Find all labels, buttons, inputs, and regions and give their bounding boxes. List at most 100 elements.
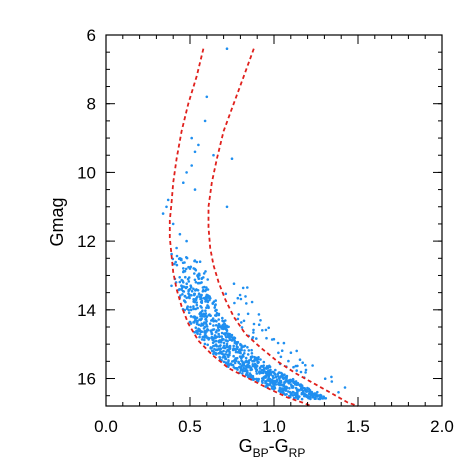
star-point bbox=[234, 357, 237, 360]
star-point bbox=[267, 369, 270, 373]
star-point bbox=[260, 371, 263, 375]
star-point bbox=[250, 352, 254, 355]
star-point bbox=[178, 232, 182, 236]
star-point bbox=[234, 359, 238, 363]
star-point bbox=[190, 136, 193, 140]
star-point bbox=[204, 309, 207, 313]
star-point bbox=[214, 330, 218, 334]
star-point bbox=[233, 361, 237, 365]
star-point bbox=[218, 344, 221, 348]
star-point bbox=[200, 306, 203, 309]
star-point bbox=[204, 270, 207, 273]
star-point bbox=[281, 374, 285, 378]
star-point bbox=[189, 308, 193, 312]
star-point bbox=[283, 380, 287, 384]
star-point bbox=[265, 336, 268, 340]
star-point bbox=[305, 394, 309, 398]
star-point bbox=[218, 340, 221, 344]
star-point bbox=[311, 364, 314, 367]
star-point bbox=[194, 307, 197, 311]
star-point bbox=[221, 337, 224, 341]
star-point bbox=[280, 390, 284, 394]
star-point bbox=[198, 333, 202, 336]
star-point bbox=[270, 385, 274, 388]
star-point bbox=[194, 326, 198, 330]
star-point bbox=[219, 350, 222, 353]
star-point bbox=[287, 380, 291, 384]
star-point bbox=[251, 336, 255, 339]
star-point bbox=[275, 378, 279, 381]
star-point bbox=[182, 270, 186, 273]
star-point bbox=[324, 397, 328, 400]
star-point bbox=[197, 330, 200, 333]
star-point bbox=[193, 259, 197, 262]
star-point bbox=[207, 338, 210, 341]
x-tick-label: 1.0 bbox=[262, 417, 286, 436]
star-point bbox=[194, 318, 197, 322]
star-point bbox=[189, 305, 192, 309]
star-point bbox=[171, 222, 175, 226]
star-point bbox=[289, 394, 292, 398]
star-point bbox=[197, 281, 201, 285]
star-point bbox=[197, 276, 200, 279]
star-point bbox=[213, 347, 216, 351]
star-point bbox=[219, 347, 223, 351]
star-point bbox=[282, 341, 286, 345]
star-point bbox=[291, 380, 295, 383]
star-point bbox=[261, 329, 264, 332]
star-point bbox=[249, 368, 252, 372]
star-point bbox=[208, 298, 211, 302]
star-point bbox=[243, 352, 246, 355]
star-point bbox=[215, 311, 219, 315]
star-point bbox=[246, 353, 250, 356]
star-point bbox=[180, 257, 183, 261]
star-point bbox=[211, 302, 214, 305]
star-point bbox=[266, 382, 269, 386]
star-point bbox=[281, 387, 284, 390]
star-point bbox=[242, 319, 246, 323]
star-point bbox=[215, 348, 219, 351]
star-point bbox=[195, 303, 199, 307]
star-point bbox=[232, 347, 236, 351]
y-tick-label: 12 bbox=[77, 232, 96, 251]
star-point bbox=[311, 395, 314, 399]
star-point bbox=[231, 360, 234, 363]
star-point bbox=[233, 339, 236, 343]
star-point bbox=[288, 387, 291, 390]
star-point bbox=[201, 314, 205, 318]
star-point bbox=[218, 335, 221, 338]
star-point bbox=[182, 281, 185, 284]
star-point bbox=[203, 336, 207, 339]
star-point bbox=[277, 351, 280, 355]
star-point bbox=[205, 293, 209, 297]
star-point bbox=[243, 349, 246, 352]
star-point bbox=[203, 338, 206, 342]
star-point bbox=[189, 315, 193, 318]
star-point bbox=[299, 370, 303, 374]
star-point bbox=[193, 150, 197, 154]
star-point bbox=[178, 280, 182, 284]
star-point bbox=[269, 371, 273, 374]
star-point bbox=[247, 359, 251, 362]
star-point bbox=[189, 284, 192, 288]
star-point bbox=[267, 376, 270, 380]
y-tick-label: 10 bbox=[77, 163, 96, 182]
star-point bbox=[212, 320, 215, 323]
star-point bbox=[187, 311, 191, 315]
star-point bbox=[250, 300, 254, 304]
star-point bbox=[206, 278, 209, 281]
star-point bbox=[258, 371, 261, 374]
star-point bbox=[261, 365, 265, 369]
star-point bbox=[240, 321, 243, 324]
star-point bbox=[229, 362, 232, 366]
star-point bbox=[287, 359, 290, 363]
star-point bbox=[227, 325, 230, 329]
star-point bbox=[275, 375, 278, 379]
star-point bbox=[210, 319, 213, 322]
star-point bbox=[211, 328, 214, 332]
star-point bbox=[200, 338, 204, 341]
star-point bbox=[307, 387, 311, 391]
star-point bbox=[228, 338, 232, 342]
star-point bbox=[213, 340, 216, 343]
star-point bbox=[226, 363, 229, 367]
